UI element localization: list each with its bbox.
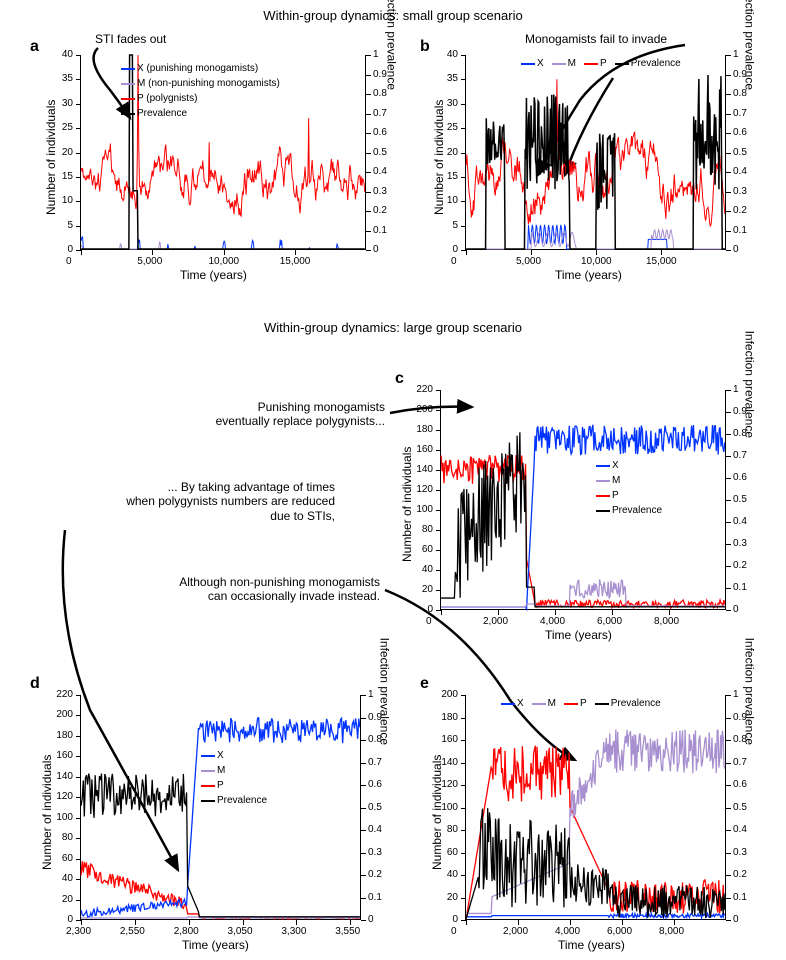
- chart-b: 051015202530354000.10.20.30.40.50.60.70.…: [465, 55, 725, 250]
- panel-label-a: a: [30, 38, 39, 56]
- y-left-label-d: Number of individuals: [40, 755, 54, 870]
- x-label-d: Time (years): [182, 938, 249, 952]
- annotation-d: ... By taking advantage of times when po…: [60, 480, 335, 523]
- chart-e: 02040608010012014016018020000.10.20.30.4…: [465, 695, 725, 920]
- chart-c: 02040608010012014016018020022000.10.20.3…: [440, 390, 725, 610]
- panel-label-e: e: [420, 675, 429, 693]
- x-label-b: Time (years): [555, 268, 622, 282]
- annotation-a: STI fades out: [95, 32, 166, 46]
- y-right-label-e: Infection prevalence: [742, 638, 756, 745]
- x-label-e: Time (years): [558, 938, 625, 952]
- y-left-label-b: Number of individuals: [432, 100, 446, 215]
- y-right-label-c: Infection prevalence: [742, 331, 756, 438]
- panel-label-b: b: [420, 38, 430, 56]
- y-left-label-c: Number of individuals: [400, 447, 414, 562]
- x-label-c: Time (years): [545, 628, 612, 642]
- y-left-label-a: Number of individuals: [44, 100, 58, 215]
- chart-d: 02040608010012014016018020022000.10.20.3…: [80, 695, 360, 920]
- annotation-e: Although non-punishing monogamists can o…: [150, 575, 380, 604]
- section-title-large: Within-group dynamics: large group scena…: [0, 320, 786, 335]
- annotation-c: Punishing monogamists eventually replace…: [165, 400, 385, 429]
- panel-label-c: c: [395, 370, 404, 388]
- panel-label-d: d: [30, 675, 40, 693]
- annotation-b: Monogamists fail to invade: [525, 32, 667, 46]
- chart-a: 051015202530354000.10.20.30.40.50.60.70.…: [80, 55, 365, 250]
- x-label-a: Time (years): [180, 268, 247, 282]
- y-right-label-d: Infection prevalence: [377, 638, 391, 745]
